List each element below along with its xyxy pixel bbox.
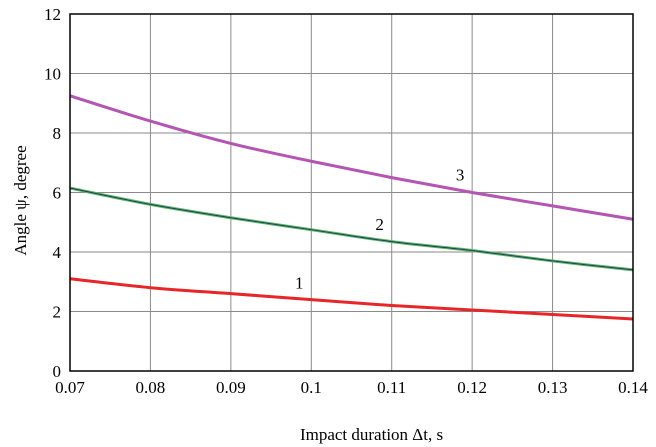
y-tick-label: 8	[53, 124, 62, 143]
y-tick-label: 0	[53, 362, 62, 381]
y-axis-title: Angle ψ, degree	[11, 145, 30, 255]
x-tick-label: 0.11	[377, 378, 406, 397]
y-tick-label: 12	[44, 5, 61, 24]
x-tick-label: 0.12	[457, 378, 487, 397]
series-group	[69, 94, 634, 321]
grid	[70, 14, 633, 371]
x-tick-label: 0.07	[55, 378, 85, 397]
y-tick-label: 10	[44, 65, 61, 84]
series-line-1	[69, 277, 634, 321]
x-tick-label: 0.14	[618, 378, 648, 397]
x-axis-title: Impact duration Δt, s	[300, 425, 443, 444]
curve-labels: 1 2 3	[295, 165, 464, 292]
x-tick-label: 0.08	[136, 378, 166, 397]
curve-label-3: 3	[456, 165, 465, 184]
x-tick-labels: 0.07 0.08 0.09 0.1 0.11 0.12 0.13 0.14	[55, 378, 648, 397]
series-line-2	[69, 186, 634, 272]
y-tick-label: 2	[53, 303, 62, 322]
y-tick-label: 4	[53, 243, 62, 262]
series-line-3	[69, 94, 634, 221]
plot-frame	[69, 13, 634, 372]
curve-label-2: 2	[375, 215, 384, 234]
x-tick-label: 0.13	[538, 378, 568, 397]
x-tick-label: 0.09	[216, 378, 246, 397]
y-tick-label: 6	[53, 184, 62, 203]
x-tick-label: 0.1	[301, 378, 322, 397]
y-tick-labels: 0 2 4 6 8 10 12	[44, 5, 62, 381]
curve-label-1: 1	[295, 274, 304, 293]
series-line-2-core	[69, 187, 634, 271]
